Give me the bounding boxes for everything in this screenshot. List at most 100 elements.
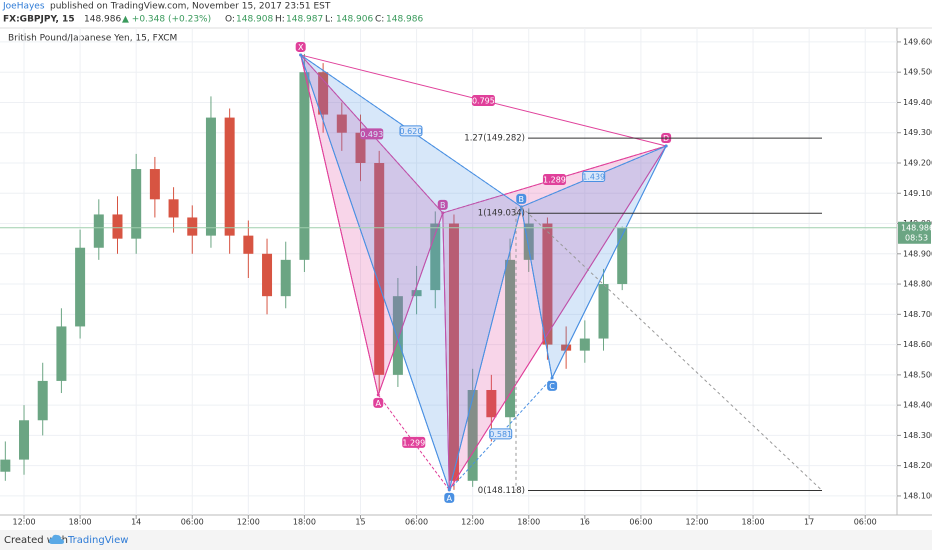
ratio-label: 0.581 xyxy=(489,430,512,439)
pattern-point-label: C xyxy=(549,382,555,391)
symbol: FX:GBPJPY, 15 xyxy=(3,15,75,25)
last-price-tag xyxy=(898,221,931,244)
x-tick-label: 06:00 xyxy=(181,518,204,527)
x-tick-label: 18:00 xyxy=(517,518,540,527)
ratio-box xyxy=(399,125,423,137)
pattern-point xyxy=(550,376,554,380)
y-tick-label: 149.600 xyxy=(903,37,932,46)
candle-body xyxy=(617,227,628,285)
ratio-box xyxy=(471,94,495,106)
candle-body xyxy=(19,420,30,460)
candle-body xyxy=(355,132,366,163)
candle-body xyxy=(318,72,329,115)
y-tick-label: 149.100 xyxy=(903,189,932,198)
y-tick-label: 149.400 xyxy=(903,98,932,107)
y-tick-label: 148.800 xyxy=(903,280,932,289)
x-tick-label: 12:00 xyxy=(685,518,708,527)
candle-body xyxy=(542,223,553,345)
brand-logo xyxy=(49,534,64,544)
candle-body xyxy=(131,169,142,239)
pattern-point xyxy=(376,393,380,397)
x-tick-label: 14 xyxy=(131,518,141,527)
last: 148.986 xyxy=(84,15,121,25)
y-tick-label: 149.200 xyxy=(903,158,932,167)
x-tick-label: 15 xyxy=(355,518,365,527)
ratio-label: 1.439 xyxy=(582,172,605,181)
y-tick-label: 149.500 xyxy=(903,68,932,77)
candle-body xyxy=(448,223,459,481)
ohlc-value: 148.986 xyxy=(386,15,423,25)
projection-line xyxy=(520,206,823,491)
x-tick-label: 06:00 xyxy=(629,518,652,527)
pattern-point-box xyxy=(516,193,527,204)
pattern-point xyxy=(664,144,668,148)
candle-body xyxy=(430,223,441,291)
ratio-box xyxy=(582,170,606,182)
x-tick-label: 17 xyxy=(804,518,814,527)
pattern-point-label: B xyxy=(440,201,446,210)
ratio-label: 0.795 xyxy=(472,96,495,105)
pattern-point xyxy=(447,488,451,492)
candle-body xyxy=(0,459,11,472)
y-tick-label: 148.100 xyxy=(903,491,932,500)
x-tick-label: 18:00 xyxy=(742,518,765,527)
candle-body xyxy=(75,247,86,327)
ratio-box xyxy=(402,436,426,448)
x-tick-label: 06:00 xyxy=(854,518,877,527)
candle-body xyxy=(205,117,216,236)
candle-body xyxy=(598,284,609,339)
pattern-point xyxy=(299,53,303,57)
pattern-point xyxy=(441,211,445,215)
candle-body xyxy=(93,214,104,248)
ratio-label: 1.289 xyxy=(543,175,566,184)
candle-body xyxy=(224,117,235,236)
candle-body xyxy=(561,344,572,351)
pattern-point-label: A xyxy=(447,494,453,503)
candle-body xyxy=(112,214,123,239)
candle-body xyxy=(486,389,497,418)
candle-body xyxy=(149,169,160,200)
candle-body xyxy=(168,199,179,218)
candle-body xyxy=(505,259,516,418)
chart-title: British Pound/Japanese Yen, 15, FXCM xyxy=(8,34,177,44)
candle-body xyxy=(336,114,347,133)
ohlc-label: L: xyxy=(325,15,333,25)
pattern-point-box xyxy=(373,397,384,408)
y-tick-label: 148.300 xyxy=(903,431,932,440)
y-tick-label: 148.700 xyxy=(903,310,932,319)
candle-body xyxy=(280,259,291,297)
x-tick-label: 12:00 xyxy=(461,518,484,527)
candle-body xyxy=(392,296,403,375)
plot-area: XABD0.4930.7951.2891.299ABC0.6201.4390.5… xyxy=(0,28,897,515)
last-price-label: 148.986 xyxy=(901,223,932,232)
x-tick-label: 16 xyxy=(580,518,590,527)
candle-body xyxy=(243,235,254,254)
ohlc-value: 148.906 xyxy=(336,15,373,25)
candle-body xyxy=(579,338,590,351)
fib-label: 1.27(149.282) xyxy=(464,134,525,144)
author[interactable]: JoeHayes xyxy=(2,2,45,12)
footer-created: Created with xyxy=(4,535,68,546)
ratio-box xyxy=(542,173,566,185)
x-tick-label: 18:00 xyxy=(293,518,316,527)
y-tick-label: 148.600 xyxy=(903,340,932,349)
ohlc-value: 148.908 xyxy=(236,15,273,25)
candle-body xyxy=(467,389,478,481)
footer-brand[interactable]: TradingView xyxy=(67,535,128,546)
x-tick-label: 12:00 xyxy=(12,518,35,527)
pattern-point-box xyxy=(295,41,306,52)
published: published on TradingView.com, November 1… xyxy=(50,2,331,12)
ohlc-label: O: xyxy=(225,15,235,25)
y-tick-label: 148.900 xyxy=(903,249,932,258)
candle-body xyxy=(374,162,385,375)
pattern-point-label: A xyxy=(376,399,382,408)
ohlc-label: H: xyxy=(275,15,285,25)
fib-label: 1(149.034) xyxy=(478,209,525,219)
pattern-point-box xyxy=(547,380,558,391)
ratio-label: 0.620 xyxy=(400,127,423,136)
ratio-label: 1.299 xyxy=(402,438,425,447)
candle-body xyxy=(262,253,273,297)
y-tick-label: 148.400 xyxy=(903,401,932,410)
